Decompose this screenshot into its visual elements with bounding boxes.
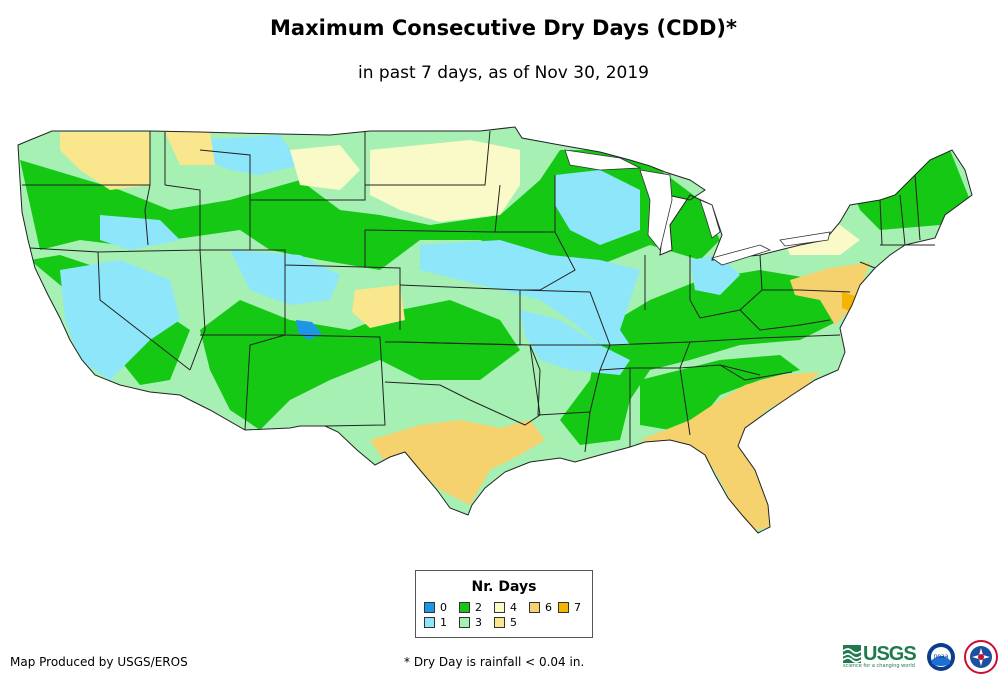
credit-text: Map Produced by USGS/EROS [10,655,188,669]
legend-label: 6 [545,601,552,614]
legend: Nr. Days 0 1 2 3 4 5 6 7 [415,570,593,638]
state-boundaries [17,126,973,534]
legend-label: 0 [440,601,447,614]
legend-swatch [494,602,505,613]
footnote-text: * Dry Day is rainfall < 0.04 in. [404,655,585,669]
great-lakes [564,149,831,266]
legend-swatch [459,602,470,613]
legend-label: 4 [510,601,517,614]
legend-swatch [459,617,470,628]
map-subtitle: in past 7 days, as of Nov 30, 2019 [358,63,649,83]
legend-label: 1 [440,616,447,629]
legend-label: 3 [475,616,482,629]
legend-swatch [494,617,505,628]
noaa-logo-icon: noaa [927,643,955,671]
usgs-wave-icon [843,645,862,663]
legend-label: 2 [475,601,482,614]
cdd-color-field [18,127,972,533]
noaa-wordmark: noaa [934,653,949,660]
legend-swatch [424,617,435,628]
legend-swatch [424,602,435,613]
legend-swatch [558,602,569,613]
usgs-wordmark: USGS [863,643,917,665]
legend-swatch [529,602,540,613]
usgs-tagline: science for a changing world [843,663,915,669]
legend-label: 5 [510,616,517,629]
nws-logo-icon [964,640,998,674]
map-title: Maximum Consecutive Dry Days (CDD)* [270,16,737,40]
legend-title: Nr. Days [471,579,537,595]
usgs-logo: USGS science for a changing world [843,643,919,669]
legend-label: 7 [574,601,581,614]
